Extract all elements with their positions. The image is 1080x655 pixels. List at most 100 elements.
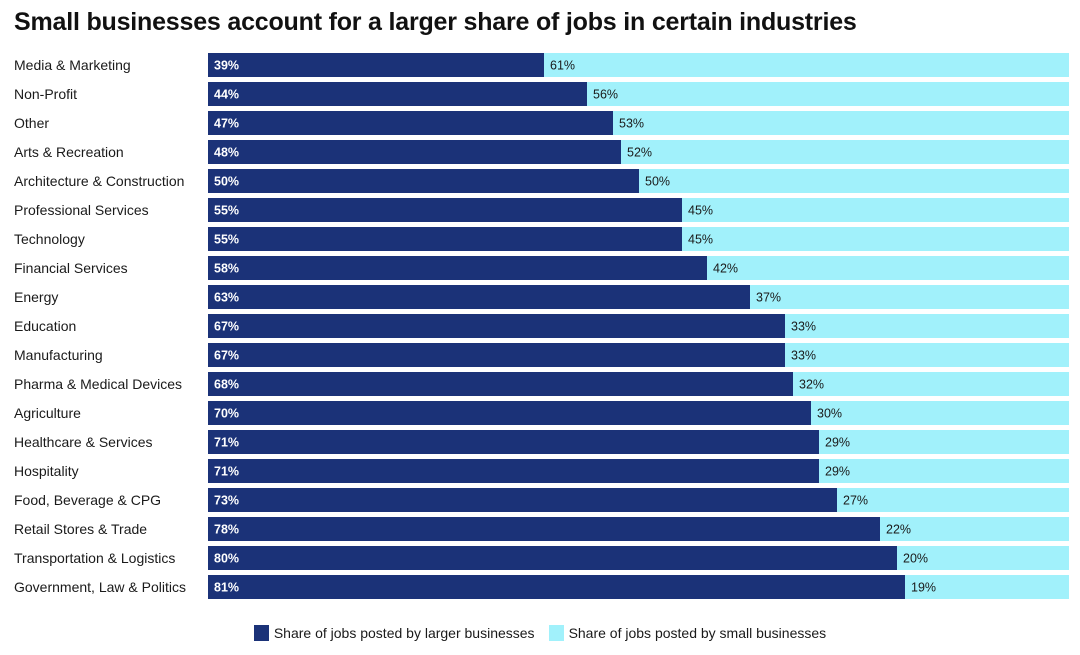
category-label-media-marketing: Media & Marketing <box>14 57 131 73</box>
value-label-larger-education: 67% <box>214 320 239 334</box>
category-label-retail-stores-trade: Retail Stores & Trade <box>14 521 147 537</box>
value-label-larger-professional-services: 55% <box>214 204 239 218</box>
bar-small-energy <box>750 285 1069 309</box>
bar-small-financial-services <box>707 256 1069 280</box>
value-label-larger-media-marketing: 39% <box>214 59 239 73</box>
value-label-larger-non-profit: 44% <box>214 88 239 102</box>
bar-small-media-marketing <box>544 53 1069 77</box>
value-label-small-architecture-construction: 50% <box>645 175 670 189</box>
category-label-healthcare-services: Healthcare & Services <box>14 434 153 450</box>
category-label-financial-services: Financial Services <box>14 260 128 276</box>
value-label-small-transportation-logistics: 20% <box>903 552 928 566</box>
category-label-architecture-construction: Architecture & Construction <box>14 173 184 189</box>
category-label-non-profit: Non-Profit <box>14 86 77 102</box>
value-label-small-media-marketing: 61% <box>550 59 575 73</box>
bar-larger-architecture-construction <box>208 169 639 193</box>
bar-small-healthcare-services <box>819 430 1069 454</box>
value-label-small-arts-recreation: 52% <box>627 146 652 160</box>
stacked-bar-chart: Media & Marketing 39% 61% Non-Profit 44% 56% O… <box>14 53 1069 599</box>
category-label-government-law-politics: Government, Law & Politics <box>14 579 186 595</box>
bar-larger-education <box>208 314 785 338</box>
value-label-larger-pharma-medical-devices: 68% <box>214 378 239 392</box>
value-label-larger-transportation-logistics: 80% <box>214 552 239 566</box>
category-label-education: Education <box>14 318 76 334</box>
value-label-larger-financial-services: 58% <box>214 262 239 276</box>
bar-small-education <box>785 314 1069 338</box>
legend-label-small-businesses: Share of jobs posted by small businesses <box>568 625 827 641</box>
category-label-technology: Technology <box>14 231 85 247</box>
bar-small-other <box>613 111 1069 135</box>
bar-small-arts-recreation <box>621 140 1069 164</box>
value-label-larger-food-beverage-cpg: 73% <box>214 494 239 508</box>
category-label-professional-services: Professional Services <box>14 202 149 218</box>
labels-group: Media & Marketing 39% 61% Non-Profit 44% 56% O… <box>14 57 936 595</box>
category-label-pharma-medical-devices: Pharma & Medical Devices <box>14 376 182 392</box>
bar-small-agriculture <box>811 401 1069 425</box>
category-label-manufacturing: Manufacturing <box>14 347 103 363</box>
value-label-larger-government-law-politics: 81% <box>214 581 239 595</box>
bar-larger-technology <box>208 227 682 251</box>
bar-larger-professional-services <box>208 198 682 222</box>
bar-small-manufacturing <box>785 343 1069 367</box>
value-label-larger-hospitality: 71% <box>214 465 239 479</box>
value-label-small-other: 53% <box>619 117 644 131</box>
bar-larger-healthcare-services <box>208 430 819 454</box>
value-label-larger-arts-recreation: 48% <box>214 146 239 160</box>
value-label-larger-other: 47% <box>214 117 239 131</box>
value-label-small-agriculture: 30% <box>817 407 842 421</box>
bar-small-technology <box>682 227 1069 251</box>
bar-larger-government-law-politics <box>208 575 905 599</box>
bar-larger-financial-services <box>208 256 707 280</box>
value-label-larger-technology: 55% <box>214 233 239 247</box>
bar-small-food-beverage-cpg <box>837 488 1069 512</box>
bar-small-non-profit <box>587 82 1069 106</box>
category-label-agriculture: Agriculture <box>14 405 81 421</box>
bar-larger-hospitality <box>208 459 819 483</box>
value-label-small-healthcare-services: 29% <box>825 436 850 450</box>
legend-item-larger-businesses: Share of jobs posted by larger businesse… <box>253 625 535 641</box>
bar-larger-food-beverage-cpg <box>208 488 837 512</box>
bar-small-hospitality <box>819 459 1069 483</box>
bar-larger-other <box>208 111 613 135</box>
value-label-small-manufacturing: 33% <box>791 349 816 363</box>
category-label-transportation-logistics: Transportation & Logistics <box>14 550 175 566</box>
value-label-larger-architecture-construction: 50% <box>214 175 239 189</box>
bar-larger-non-profit <box>208 82 587 106</box>
value-label-larger-manufacturing: 67% <box>214 349 239 363</box>
bar-small-pharma-medical-devices <box>793 372 1069 396</box>
bar-larger-agriculture <box>208 401 811 425</box>
category-label-food-beverage-cpg: Food, Beverage & CPG <box>14 492 161 508</box>
legend: Share of jobs posted by larger businesse… <box>0 625 1080 641</box>
value-label-larger-agriculture: 70% <box>214 407 239 421</box>
bar-larger-energy <box>208 285 750 309</box>
legend-label-larger-businesses: Share of jobs posted by larger businesse… <box>273 625 535 641</box>
legend-swatch-larger-businesses <box>253 625 269 641</box>
bar-larger-transportation-logistics <box>208 546 897 570</box>
bars-group <box>208 53 1069 599</box>
value-label-small-education: 33% <box>791 320 816 334</box>
bar-larger-media-marketing <box>208 53 544 77</box>
bar-small-professional-services <box>682 198 1069 222</box>
chart-title: Small businesses account for a larger sh… <box>14 8 857 36</box>
bar-larger-arts-recreation <box>208 140 621 164</box>
category-label-hospitality: Hospitality <box>14 463 79 479</box>
bar-larger-manufacturing <box>208 343 785 367</box>
value-label-larger-healthcare-services: 71% <box>214 436 239 450</box>
category-label-arts-recreation: Arts & Recreation <box>14 144 124 160</box>
bar-small-transportation-logistics <box>897 546 1069 570</box>
value-label-small-pharma-medical-devices: 32% <box>799 378 824 392</box>
legend-item-small-businesses: Share of jobs posted by small businesses <box>548 625 827 641</box>
value-label-larger-retail-stores-trade: 78% <box>214 523 239 537</box>
bar-larger-pharma-medical-devices <box>208 372 793 396</box>
value-label-small-professional-services: 45% <box>688 204 713 218</box>
bar-small-government-law-politics <box>905 575 1069 599</box>
value-label-small-hospitality: 29% <box>825 465 850 479</box>
value-label-small-non-profit: 56% <box>593 88 618 102</box>
value-label-small-government-law-politics: 19% <box>911 581 936 595</box>
legend-swatch-small-businesses <box>548 625 564 641</box>
category-label-energy: Energy <box>14 289 58 305</box>
value-label-small-food-beverage-cpg: 27% <box>843 494 868 508</box>
value-label-small-financial-services: 42% <box>713 262 738 276</box>
value-label-small-technology: 45% <box>688 233 713 247</box>
bar-small-architecture-construction <box>639 169 1069 193</box>
